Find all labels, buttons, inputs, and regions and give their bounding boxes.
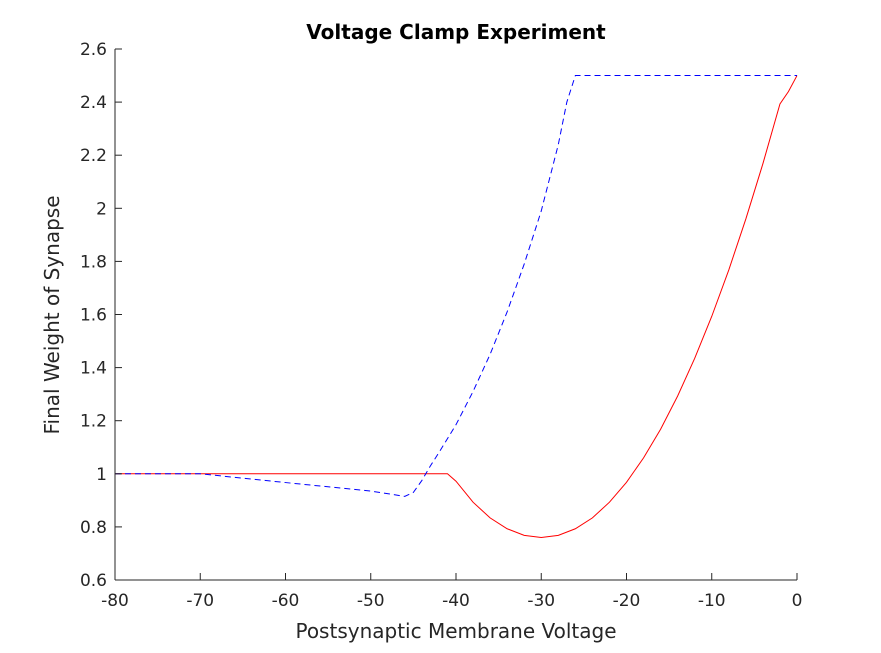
x-tick-label: -60 <box>272 591 300 611</box>
x-tick-label: -40 <box>442 591 470 611</box>
x-tick-label: -30 <box>527 591 555 611</box>
y-tick-label: 1.6 <box>80 306 107 326</box>
y-axis-ticks: 0.6 0.8 1 1.2 1.4 1.6 1.8 2 2.2 2.4 2.6 <box>80 40 122 591</box>
y-tick-label: 1.8 <box>80 252 107 272</box>
y-tick-label: 2.4 <box>80 93 107 113</box>
x-tick-label: -10 <box>698 591 726 611</box>
y-tick-label: 2.2 <box>80 146 107 166</box>
y-tick-label: 0.6 <box>80 571 107 591</box>
y-axis-label: Final Weight of Synapse <box>40 195 64 434</box>
series-line-1 <box>115 75 798 539</box>
y-tick-label: 2 <box>96 199 107 219</box>
x-axis-ticks: -80 -70 -60 -50 -40 -30 -20 -10 0 <box>101 573 802 611</box>
x-axis-label: Postsynaptic Membrane Voltage <box>295 619 616 643</box>
x-tick-label: 0 <box>792 591 803 611</box>
y-tick-label: 1.4 <box>80 359 107 379</box>
x-tick-label: -50 <box>357 591 385 611</box>
y-tick-label: 2.6 <box>80 40 107 60</box>
plot-series <box>115 75 798 539</box>
x-tick-label: -20 <box>613 591 641 611</box>
y-tick-label: 0.8 <box>80 518 107 538</box>
y-tick-label: 1.2 <box>80 412 107 432</box>
axes <box>114 49 797 581</box>
x-tick-label: -80 <box>101 591 129 611</box>
chart-title: Voltage Clamp Experiment <box>306 20 606 44</box>
x-tick-label: -70 <box>186 591 214 611</box>
y-tick-label: 1 <box>96 465 107 485</box>
series-line-2 <box>115 75 797 497</box>
